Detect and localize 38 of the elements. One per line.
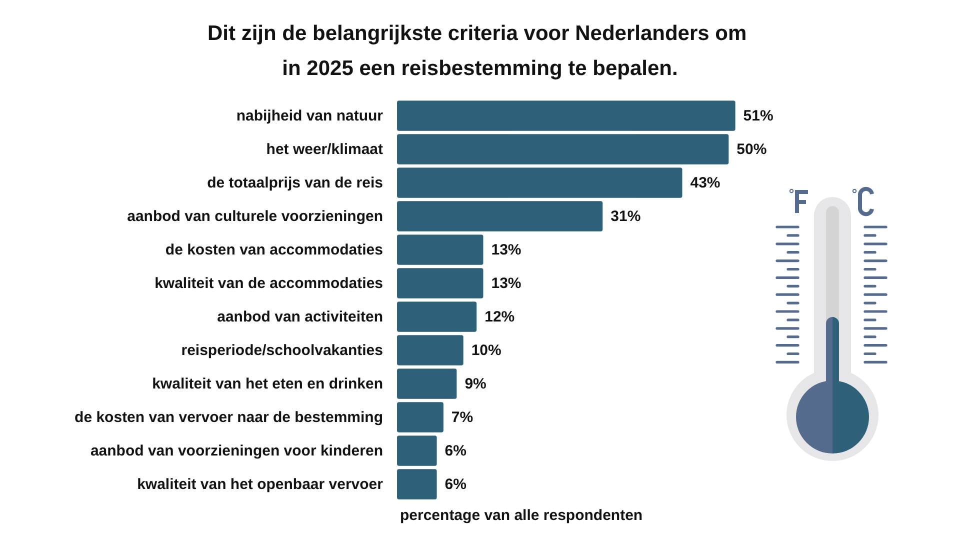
y-tick-label: het weer/klimaat <box>266 140 384 158</box>
data-label: 6% <box>444 476 466 493</box>
data-label: 43% <box>690 174 720 192</box>
data-label: 51% <box>743 107 774 124</box>
bar <box>397 335 464 366</box>
bar <box>397 268 484 298</box>
y-tick-label: de totaalprijs van de reis <box>207 174 383 192</box>
y-tick-label: de kosten van vervoer naar de bestemming <box>74 408 383 426</box>
bar <box>397 234 484 265</box>
data-label: 50% <box>736 140 767 158</box>
bar <box>397 134 729 164</box>
bar <box>397 368 457 399</box>
y-tick-label: nabijheid van natuur <box>236 107 384 124</box>
y-tick-label: aanbod van activiteiten <box>217 308 383 326</box>
bar <box>397 201 603 232</box>
bar <box>397 168 682 198</box>
y-tick-label: kwaliteit van het eten en drinken <box>152 375 383 392</box>
chart-title: Dit zijn de belangrijkste criteria voor Nederlanders om in 2025 een reisbestemming te bepalen. <box>208 22 752 80</box>
y-tick-label: reisperiode/schoolvakanties <box>181 342 383 359</box>
bar <box>397 436 437 466</box>
data-label: 31% <box>610 208 641 225</box>
y-tick-label: kwaliteit van de accommodaties <box>154 274 383 292</box>
data-label: 7% <box>451 408 474 426</box>
data-label: 13% <box>491 241 522 258</box>
bar <box>397 100 736 131</box>
y-tick-label: aanbod van culturele voorzieningen <box>127 208 383 225</box>
bar <box>397 469 437 500</box>
bar <box>397 302 477 332</box>
data-label: 13% <box>491 274 522 292</box>
y-tick-label: kwaliteit van het openbaar vervoer <box>137 476 384 493</box>
data-label: 10% <box>471 342 502 359</box>
y-tick-label: aanbod van voorzieningen voor kinderen <box>90 442 383 460</box>
x-axis-title: percentage van alle respondenten <box>400 507 643 524</box>
data-label: 9% <box>464 375 486 392</box>
y-tick-label: de kosten van accommodaties <box>165 241 383 258</box>
bar <box>397 402 444 432</box>
data-label: 6% <box>444 442 466 460</box>
data-label: 12% <box>484 308 515 326</box>
